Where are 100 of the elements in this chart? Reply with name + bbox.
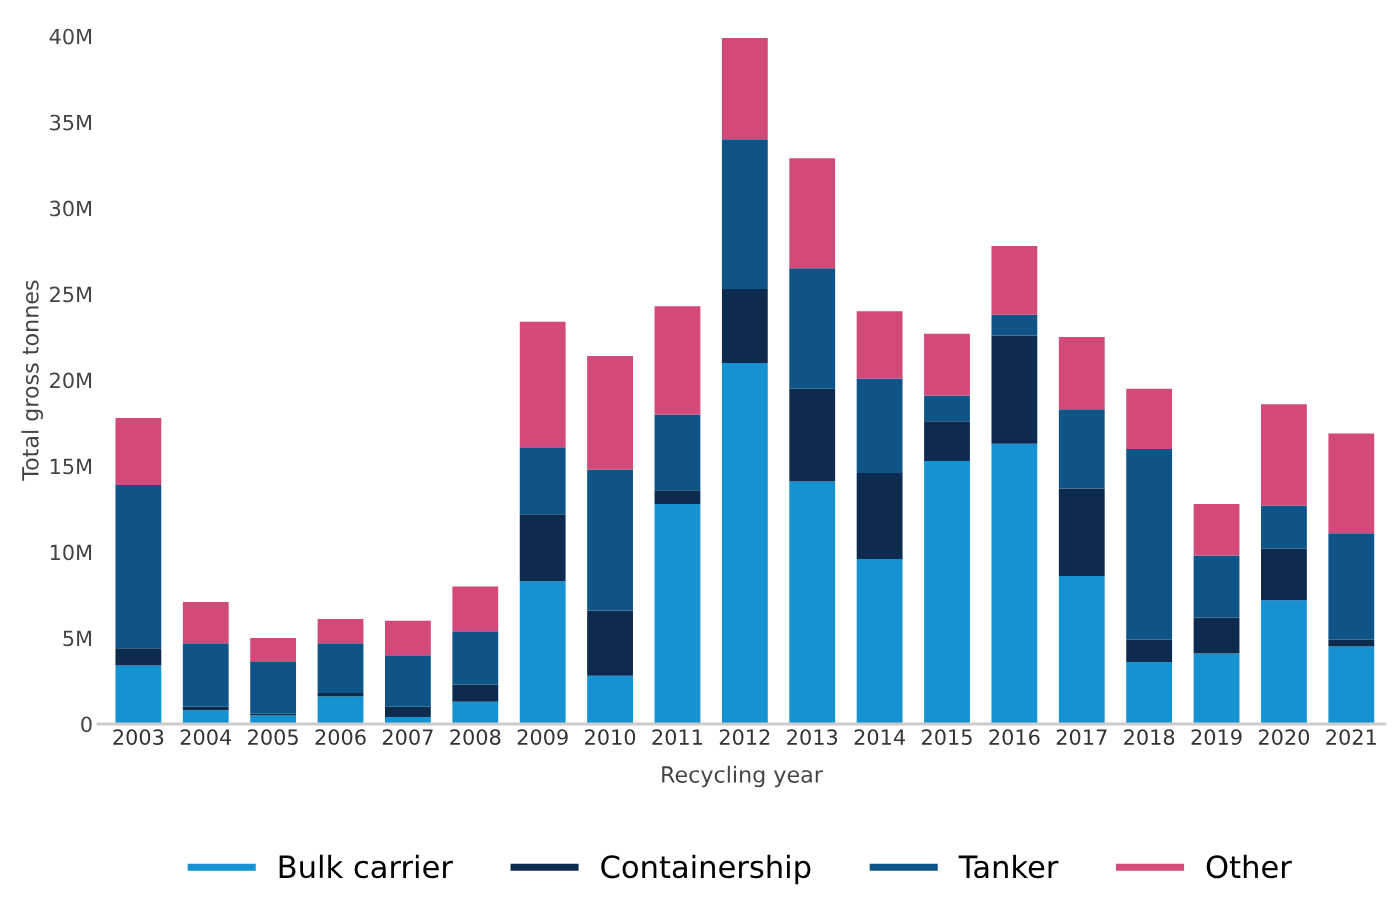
bar <box>452 701 499 724</box>
x-tick-label: 2020 <box>1258 729 1310 745</box>
bar <box>250 715 297 724</box>
bar <box>721 37 768 140</box>
bar <box>721 288 768 363</box>
bar <box>721 139 768 289</box>
bar <box>924 395 970 422</box>
bar <box>385 620 431 656</box>
x-tick-label: 2019 <box>1191 729 1242 745</box>
x-tick-label: 2012 <box>719 729 770 745</box>
bar <box>654 414 701 491</box>
bar <box>1328 533 1375 640</box>
x-tick-label: 2005 <box>248 729 298 745</box>
bar <box>115 417 162 485</box>
x-tick-label: 2011 <box>652 729 703 745</box>
x-tick-label: 2006 <box>315 729 366 745</box>
x-tick-label: 2008 <box>450 729 501 745</box>
bar <box>856 558 903 724</box>
bar <box>1328 433 1375 534</box>
bar <box>721 362 768 724</box>
y-tick-label: 10M <box>50 544 92 561</box>
legend-label: Other <box>1206 854 1292 879</box>
bar <box>317 619 364 644</box>
bar <box>654 490 701 504</box>
y-tick-label: 0 <box>81 716 92 733</box>
bar <box>587 469 633 611</box>
bar <box>1058 337 1105 410</box>
bar <box>317 643 364 694</box>
bar <box>924 421 970 461</box>
bar <box>1126 448 1173 640</box>
bar <box>856 472 903 559</box>
bar <box>519 581 566 724</box>
bar <box>182 643 229 707</box>
x-tick-label: 2010 <box>585 729 636 745</box>
legend-label: Bulk carrier <box>279 854 453 879</box>
x-tick-label: 2007 <box>382 729 433 745</box>
bar <box>1193 555 1240 618</box>
bar <box>587 356 633 470</box>
bar <box>991 335 1038 444</box>
bar <box>654 503 701 724</box>
bar <box>991 314 1038 336</box>
y-tick-label: 5M <box>63 630 92 647</box>
x-tick-label: 2021 <box>1326 729 1376 745</box>
bar <box>1058 576 1105 724</box>
bar <box>452 631 499 685</box>
bar <box>1193 503 1240 556</box>
bar <box>991 245 1038 315</box>
x-tick-label: 2017 <box>1056 729 1107 745</box>
bar <box>654 306 701 415</box>
bar <box>924 460 970 724</box>
legend-label: Tanker <box>958 854 1059 879</box>
bar <box>789 481 836 724</box>
bar <box>789 388 836 482</box>
x-tick-label: 2004 <box>180 729 232 745</box>
y-tick-label: 20M <box>50 372 92 389</box>
bar <box>385 706 431 718</box>
x-tick-label: 2015 <box>922 729 972 745</box>
x-tick-label: 2014 <box>854 729 905 745</box>
bar <box>1261 505 1307 549</box>
bar <box>856 378 903 473</box>
x-tick-label: 2013 <box>787 729 838 745</box>
bar <box>587 675 633 724</box>
bar <box>991 443 1038 724</box>
x-tick-label: 2018 <box>1124 729 1175 745</box>
bar <box>1328 639 1375 647</box>
y-tick-label: 30M <box>50 200 92 217</box>
bar <box>1193 617 1240 654</box>
bar <box>250 638 297 663</box>
bar <box>250 662 297 714</box>
bar <box>182 710 229 724</box>
bar <box>519 321 566 448</box>
bar <box>1261 404 1307 506</box>
bar <box>789 158 836 269</box>
bar <box>385 655 431 707</box>
bar <box>452 586 499 632</box>
y-tick-label: 25M <box>50 286 92 303</box>
bar <box>317 696 364 724</box>
bar <box>519 447 566 515</box>
bar <box>1126 388 1173 449</box>
bar <box>519 514 566 582</box>
bar <box>789 268 836 389</box>
bar <box>1126 639 1173 663</box>
y-tick-label: 15M <box>50 458 92 475</box>
y-tick-label: 35M <box>50 114 92 131</box>
x-tick-label: 2016 <box>989 729 1040 745</box>
bar <box>1193 653 1240 724</box>
bar <box>924 333 970 396</box>
bar <box>115 665 162 724</box>
bar <box>182 601 229 644</box>
bar <box>1261 600 1307 724</box>
x-tick-label: 2003 <box>113 729 164 745</box>
y-tick-label: 40M <box>49 28 92 45</box>
x-tick-label: 2009 <box>517 729 568 745</box>
bar <box>115 648 162 666</box>
bar <box>587 610 633 676</box>
bar <box>1058 488 1105 577</box>
bar <box>1058 409 1105 489</box>
bar <box>856 311 903 379</box>
bar <box>452 684 499 702</box>
x-axis-title: Recycling year <box>662 765 823 788</box>
